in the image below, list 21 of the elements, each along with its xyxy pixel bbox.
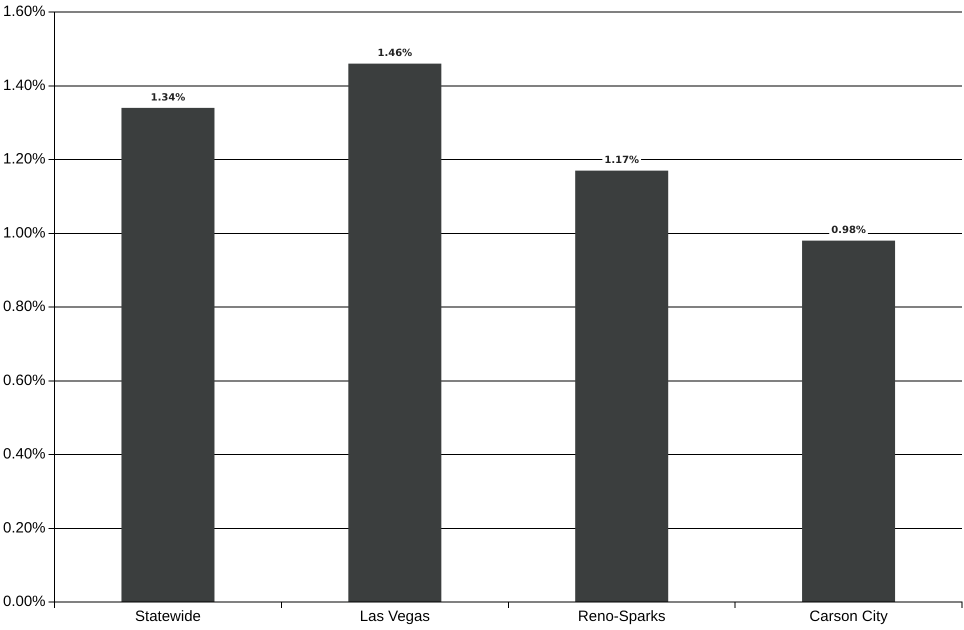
data-label: 0.98% — [831, 225, 866, 236]
y-tick-label: 1.40% — [2, 76, 46, 94]
x-tick-label: Reno-Sparks — [578, 608, 666, 626]
y-tick-label: 0.80% — [2, 298, 46, 316]
y-tick-label: 1.60% — [2, 3, 46, 20]
bar — [348, 64, 442, 602]
y-tick-label: 0.40% — [2, 446, 46, 463]
x-tick-label: Carson City — [809, 608, 888, 626]
bar — [575, 170, 668, 602]
y-tick-label: 0.60% — [2, 372, 46, 389]
y-tick-label: 0.20% — [2, 519, 46, 536]
bar — [121, 108, 214, 602]
bar — [802, 240, 896, 602]
y-tick-label: 0.00% — [2, 593, 46, 610]
x-tick-label: Las Vegas — [360, 608, 430, 626]
data-label: 1.46% — [377, 48, 412, 60]
y-tick-label: 1.00% — [2, 224, 46, 242]
y-tick-label: 1.20% — [2, 150, 46, 168]
data-label: 1.17% — [604, 155, 640, 166]
data-label: 1.34% — [150, 92, 186, 104]
x-tick-label: Statewide — [135, 608, 201, 626]
